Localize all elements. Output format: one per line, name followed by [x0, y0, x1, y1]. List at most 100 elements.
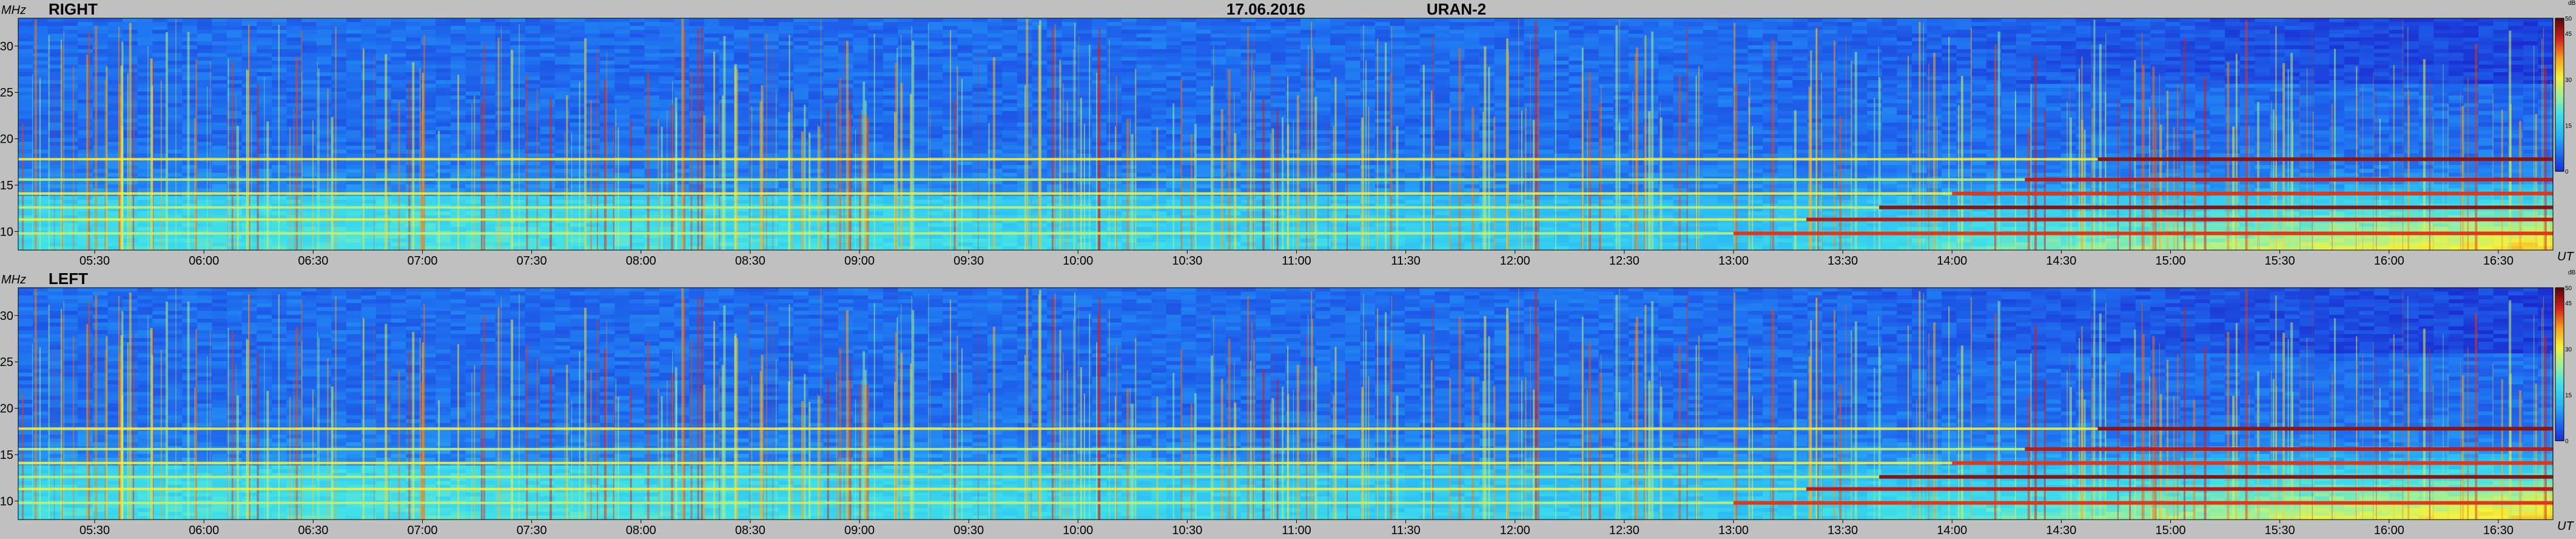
- spectrogram-cell: [197, 84, 213, 89]
- spectrogram-cell: [957, 215, 973, 220]
- spectrogram-cell: [1151, 95, 1167, 100]
- spectrogram-cell: [137, 226, 153, 231]
- spectrogram-cell: [912, 215, 929, 220]
- spectrogram-cell: [62, 146, 78, 151]
- spectrogram-cell: [957, 91, 973, 96]
- spectrogram-cell: [1151, 33, 1167, 38]
- spectrogram-cell: [614, 200, 630, 205]
- spectrogram-cell: [1077, 22, 1092, 27]
- spectrogram-cell: [92, 246, 109, 251]
- spectrogram-cell: [1196, 126, 1212, 131]
- spectrogram-cell: [331, 153, 347, 158]
- spectrogram-cell: [301, 238, 317, 243]
- spectrogram-cell: [48, 37, 64, 42]
- spectrogram-cell: [1166, 18, 1182, 22]
- spectrogram-cell: [689, 134, 705, 138]
- spectrogram-cell: [212, 33, 227, 38]
- spectrogram-cell: [1181, 18, 1197, 22]
- spectrogram-cell: [659, 56, 675, 61]
- spectrogram-cell: [1196, 61, 1212, 65]
- spectrogram-cell: [883, 49, 898, 53]
- spectrogram-cell: [331, 234, 347, 239]
- spectrogram-cell: [1211, 45, 1226, 50]
- spectrogram-cell: [78, 146, 93, 151]
- spectrogram-cell: [629, 238, 645, 243]
- spectrogram-cell: [78, 76, 93, 81]
- spectrogram-cell: [137, 238, 153, 243]
- spectrogram-cell: [525, 242, 540, 247]
- spectrogram-cell: [331, 41, 347, 46]
- spectrogram-cell: [450, 64, 466, 69]
- spectrogram-cell: [1106, 99, 1122, 104]
- spectrogram-cell: [346, 49, 362, 53]
- spectrogram-cell: [152, 99, 168, 104]
- spectrogram-cell: [182, 215, 198, 220]
- spectrogram-cell: [868, 207, 884, 212]
- spectrogram-cell: [689, 223, 705, 228]
- spectrogram-cell: [912, 188, 929, 193]
- spectrogram-cell: [465, 110, 481, 115]
- spectrogram-cell: [1077, 115, 1092, 120]
- spectrogram-cell: [33, 56, 49, 61]
- spectrogram-cell: [92, 41, 109, 46]
- spectrogram-cell: [361, 84, 377, 89]
- spectrogram-cell: [375, 134, 392, 138]
- spectrogram-cell: [599, 180, 615, 185]
- spectrogram-cell: [1122, 126, 1137, 131]
- spectrogram-cell: [764, 161, 779, 166]
- spectrogram-cell: [868, 126, 884, 131]
- spectrogram-cell: [212, 211, 227, 216]
- spectrogram-cell: [659, 37, 675, 42]
- spectrogram-cell: [510, 45, 526, 50]
- spectrogram-cell: [912, 238, 929, 243]
- spectrogram-cell: [733, 87, 750, 92]
- spectrogram-cell: [316, 64, 332, 69]
- spectrogram-cell: [137, 141, 153, 146]
- spectrogram-cell: [1106, 169, 1122, 174]
- spectrogram-cell: [644, 180, 660, 185]
- spectrogram-cell: [107, 45, 123, 50]
- spectrogram-cell: [704, 172, 719, 177]
- spectrogram-cell: [570, 161, 585, 166]
- spectrogram-cell: [197, 76, 213, 81]
- spectrogram-cell: [838, 25, 854, 30]
- spectrogram-cell: [957, 211, 973, 216]
- spectrogram-cell: [257, 68, 272, 73]
- spectrogram-cell: [495, 49, 511, 53]
- spectrogram-cell: [62, 80, 78, 84]
- spectrogram-cell: [585, 246, 600, 251]
- spectrogram-cell: [599, 223, 615, 228]
- spectrogram-cell: [525, 115, 540, 120]
- spectrogram-cell: [346, 53, 362, 58]
- spectrogram-cell: [197, 242, 213, 247]
- spectrogram-cell: [1181, 207, 1197, 212]
- spectrogram-cell: [18, 84, 34, 89]
- spectrogram-cell: [435, 110, 451, 115]
- spectrogram-cell: [1017, 45, 1033, 50]
- spectrogram-cell: [689, 184, 705, 189]
- spectrogram-cell: [346, 180, 362, 185]
- spectrogram-cell: [748, 18, 764, 22]
- spectrogram-cell: [420, 25, 436, 30]
- spectrogram-cell: [912, 80, 929, 84]
- spectrogram-cell: [92, 107, 109, 112]
- spectrogram-cell: [540, 195, 556, 200]
- spectrogram-cell: [1181, 153, 1197, 158]
- spectrogram-cell: [510, 53, 526, 58]
- spectrogram-cell: [137, 95, 153, 100]
- spectrogram-cell: [361, 223, 377, 228]
- spectrogram-cell: [823, 68, 839, 73]
- spectrogram-cell: [495, 234, 511, 239]
- spectrogram-cell: [943, 22, 958, 27]
- spectrogram-cell: [912, 95, 929, 100]
- spectrogram-cell: [704, 53, 719, 58]
- spectrogram-cell: [898, 149, 913, 154]
- spectrogram-cell: [1061, 76, 1077, 81]
- spectrogram-cell: [1196, 223, 1212, 228]
- spectrogram-cell: [719, 22, 735, 27]
- spectrogram-cell: [585, 172, 600, 177]
- spectrogram-cell: [838, 87, 854, 92]
- spectrogram-cell: [1196, 91, 1212, 96]
- spectrogram-cell: [375, 118, 392, 123]
- spectrogram-cell: [1211, 25, 1226, 30]
